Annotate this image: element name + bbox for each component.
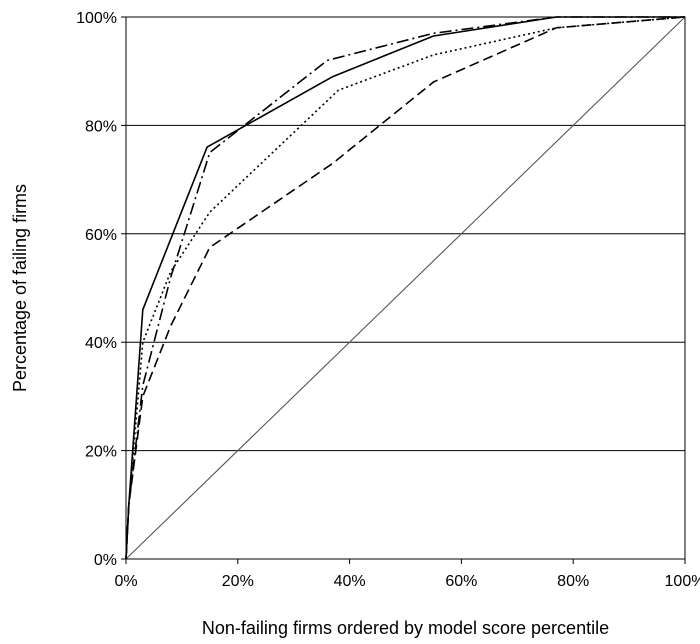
- x-tick-label: 60%: [445, 573, 477, 590]
- series-line-solid-thin: [125, 16, 686, 560]
- x-tick-label: 100%: [665, 573, 700, 590]
- y-tick-label: 60%: [85, 227, 117, 244]
- series-line-dashed: [125, 16, 686, 560]
- x-tick-label: 80%: [557, 573, 589, 590]
- y-tick-label: 20%: [85, 444, 117, 461]
- x-tick-label: 40%: [334, 573, 366, 590]
- x-tick-label: 20%: [222, 573, 254, 590]
- y-tick-label: 40%: [85, 335, 117, 352]
- y-tick-label: 100%: [76, 10, 117, 27]
- y-tick-label: 80%: [85, 118, 117, 135]
- plot-area-frame: [125, 16, 686, 560]
- y-axis-ticks: 0% 20% 40% 60% 80% 100%: [76, 10, 126, 569]
- y-tick-label: 0%: [94, 552, 117, 569]
- y-axis-title: Percentage of failing firms: [10, 184, 30, 392]
- x-axis-ticks: 0% 20% 40% 60% 80% 100%: [114, 559, 700, 590]
- x-tick-label: 0%: [114, 573, 137, 590]
- x-axis-title: Non-failing firms ordered by model score…: [202, 618, 609, 638]
- series-lines: [125, 16, 686, 560]
- grid-lines: [126, 124, 685, 452]
